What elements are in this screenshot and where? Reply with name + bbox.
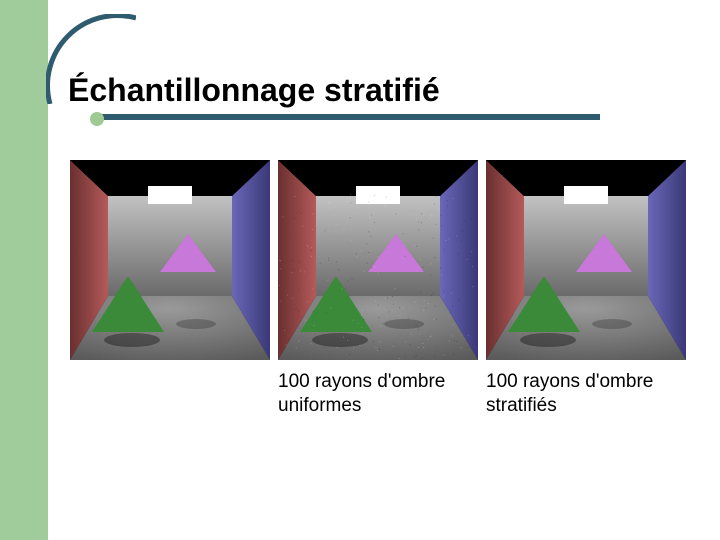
caption-right-line1: 100 rayons d'ombre xyxy=(486,371,653,392)
caption-right: 100 rayons d'ombre stratifiés xyxy=(486,370,694,418)
caption-right-line2: stratifiés xyxy=(486,395,557,416)
slide-title: Échantillonnage stratifié xyxy=(68,72,440,109)
left-accent-band xyxy=(0,0,48,540)
cornell-box-3 xyxy=(486,160,686,360)
cornell-box-1 xyxy=(70,160,270,360)
cornell-box-2 xyxy=(278,160,478,360)
captions-row: 100 rayons d'ombre uniformes 100 rayons … xyxy=(70,370,698,418)
caption-middle-line1: 100 rayons d'ombre xyxy=(278,371,445,392)
caption-middle-line2: uniformes xyxy=(278,395,361,416)
caption-middle: 100 rayons d'ombre uniformes xyxy=(278,370,486,418)
title-underline xyxy=(100,114,600,120)
caption-spacer xyxy=(70,370,278,418)
title-bullet xyxy=(90,112,104,126)
images-row xyxy=(70,160,686,360)
